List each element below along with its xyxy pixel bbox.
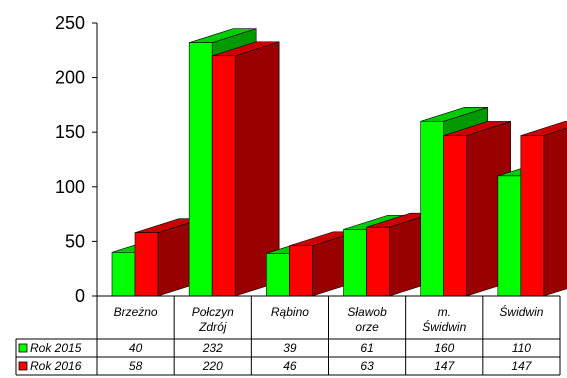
bar-front (188, 42, 213, 297)
bar (520, 121, 567, 297)
table-value: 61 (360, 341, 373, 355)
bar-side (543, 127, 567, 297)
table-value: 40 (129, 341, 143, 355)
legend-swatch (18, 361, 28, 371)
bar-front (266, 253, 290, 297)
bar-front (366, 226, 390, 297)
y-tick-label: 100 (55, 177, 85, 197)
table-value: 232 (202, 341, 223, 355)
category-label: Świdwin (422, 319, 466, 334)
table-value: 39 (283, 341, 297, 355)
legend-swatch (18, 343, 28, 353)
category-label: orze (355, 320, 379, 334)
bar-front (443, 135, 467, 297)
table-value: 160 (434, 341, 454, 355)
table-value: 147 (511, 359, 532, 373)
y-tick-label: 150 (55, 122, 85, 142)
category-label: Świdwin (499, 304, 543, 319)
bar-front (343, 229, 367, 297)
legend-label: Rok 2016 (30, 359, 82, 373)
bar-front (520, 135, 545, 297)
y-tick-label: 250 (55, 13, 85, 33)
bar-front (134, 232, 159, 297)
bar-front (420, 120, 444, 297)
category-label: Rąbino (271, 305, 309, 319)
table-value: 110 (512, 341, 531, 355)
category-label: Brzeżno (114, 305, 158, 319)
category-label: Połczyn (192, 305, 234, 319)
table-value: 220 (202, 359, 223, 373)
table-value: 58 (129, 359, 143, 373)
y-tick-label: 0 (75, 286, 85, 306)
legend-label: Rok 2015 (30, 341, 82, 355)
bar-front (211, 55, 236, 297)
table-value: 147 (434, 359, 455, 373)
table-value: 46 (283, 359, 297, 373)
bars (111, 28, 567, 297)
y-tick-label: 200 (55, 68, 85, 88)
bar-front (111, 252, 136, 297)
table-value: 63 (360, 359, 374, 373)
bar (211, 41, 280, 297)
category-label: Zdrój (198, 320, 227, 334)
y-tick-label: 50 (65, 231, 85, 251)
category-label: m. (438, 305, 451, 319)
bar-front (497, 175, 522, 297)
y-axis: 0 50 100 150 200 250 (55, 13, 98, 306)
category-label: Sławob (347, 305, 387, 319)
bar-front (289, 245, 313, 297)
